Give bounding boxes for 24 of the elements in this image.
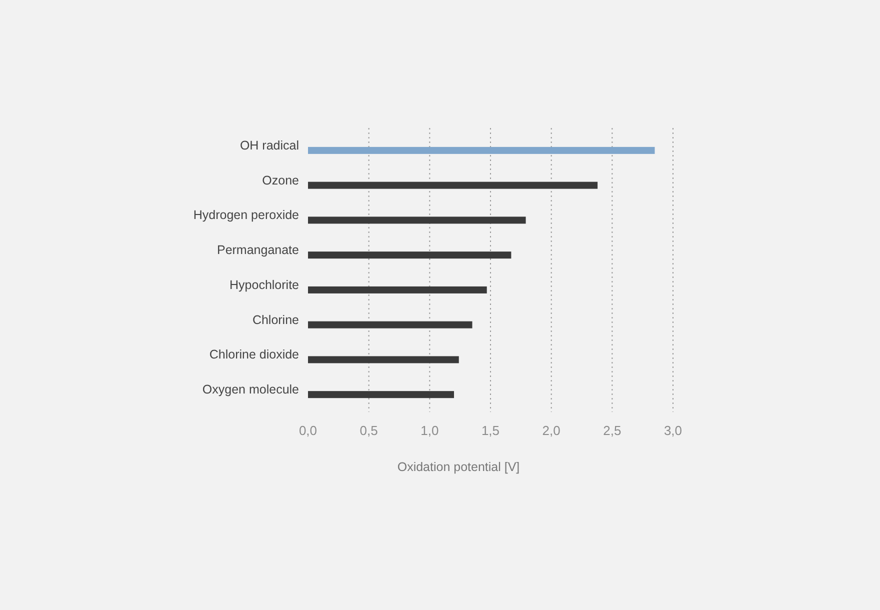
y-tick-label: Chlorine dioxide xyxy=(209,348,300,362)
y-tick-label: Ozone xyxy=(262,173,300,188)
x-tick-label: 1,0 xyxy=(420,423,439,438)
x-tick-label: 3,0 xyxy=(664,423,682,438)
y-tick-label: Chlorine xyxy=(252,312,300,327)
bar xyxy=(308,286,487,294)
bar xyxy=(308,216,526,224)
bar xyxy=(308,182,598,189)
y-tick-label: Hydrogen peroxide xyxy=(193,208,300,222)
bar xyxy=(308,146,655,154)
y-tick-label: Oxygen molecule xyxy=(202,382,300,397)
bar xyxy=(308,321,472,328)
y-tick-label: Hypochlorite xyxy=(230,278,300,292)
y-tick-label: Permanganate xyxy=(216,243,300,258)
bar xyxy=(308,252,512,259)
x-tick-label: 2,0 xyxy=(542,423,560,438)
bar xyxy=(308,391,454,398)
bar xyxy=(308,356,459,364)
x-tick-label: 0,5 xyxy=(360,423,378,438)
x-tick-label: 2,5 xyxy=(603,423,622,438)
x-axis-title: Oxidation potential [V] xyxy=(397,460,520,474)
x-tick-label: 0,0 xyxy=(298,423,318,438)
y-tick-label: OH radical xyxy=(240,138,299,152)
x-tick-label: 1,5 xyxy=(481,423,500,438)
